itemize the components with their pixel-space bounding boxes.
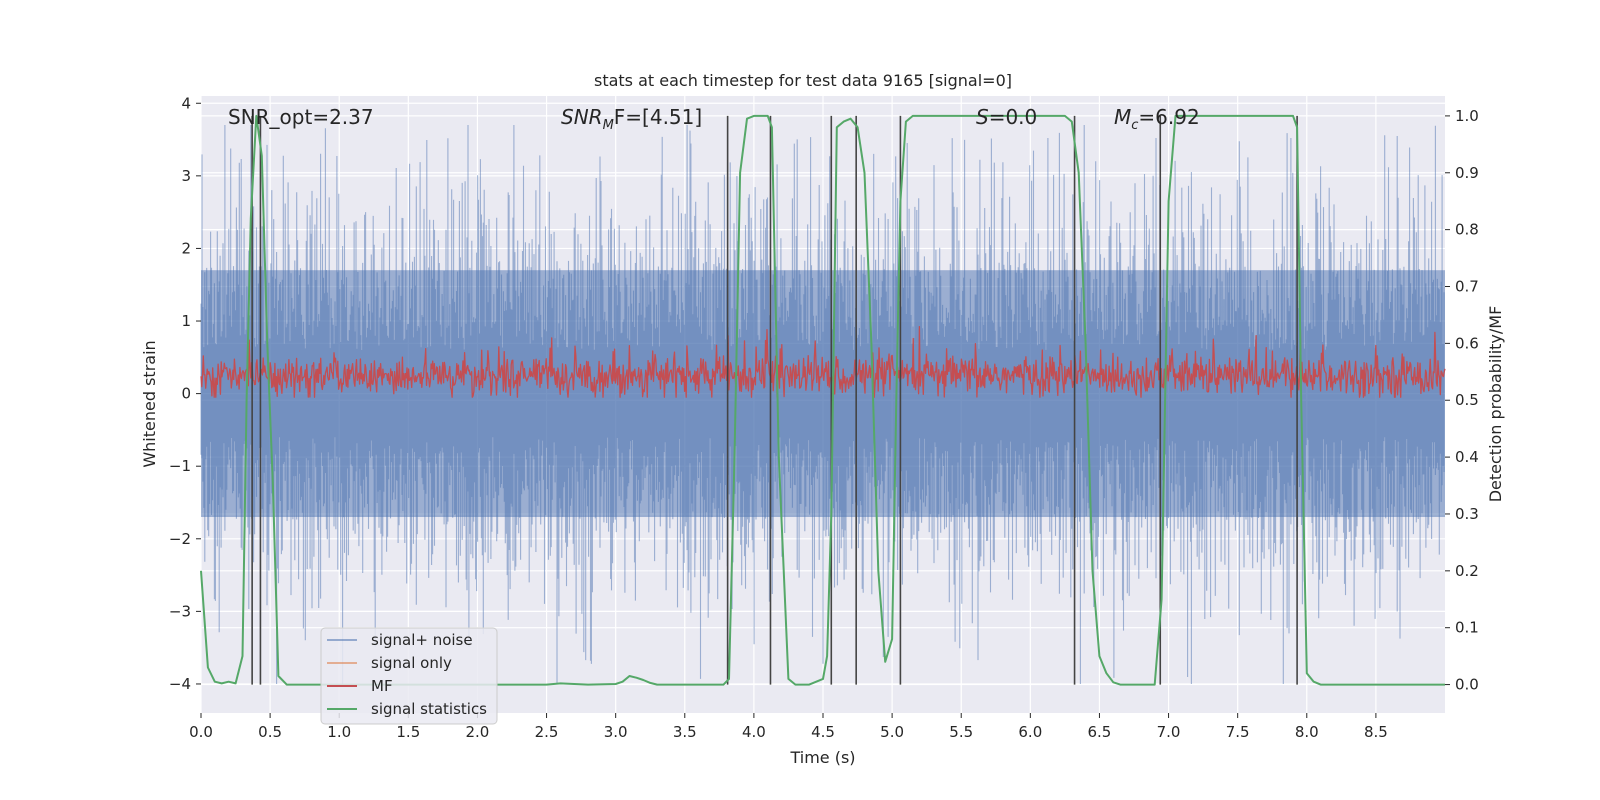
y-left-tick-label: −1 bbox=[169, 457, 191, 475]
y-right-tick-label: 0.6 bbox=[1455, 334, 1479, 352]
chart-title: stats at each timestep for test data 916… bbox=[594, 71, 1012, 90]
legend-label-mf: MF bbox=[371, 677, 393, 695]
annotation-mc: Mc=6.92 bbox=[1114, 105, 1200, 133]
y-left-tick-label: 1 bbox=[181, 312, 191, 330]
x-tick-label: 2.0 bbox=[466, 723, 490, 741]
y-left-tick-label: −4 bbox=[169, 675, 191, 693]
annotation-s-rest: =0.0 bbox=[989, 105, 1038, 129]
x-tick-label: 5.0 bbox=[880, 723, 904, 741]
y-right-tick-label: 0.1 bbox=[1455, 619, 1479, 637]
x-tick-label: 2.5 bbox=[535, 723, 559, 741]
y-right-axis-ticks: 0.0 0.1 0.2 0.3 0.4 0.5 0.6 0.7 0.8 0.9 1.0 bbox=[1445, 107, 1479, 694]
x-tick-label: 0.5 bbox=[258, 723, 282, 741]
y-axis-right-label: Detection probability/MF bbox=[1486, 306, 1505, 503]
legend-label-signal-noise: signal+ noise bbox=[371, 631, 473, 649]
x-tick-label: 4.0 bbox=[742, 723, 766, 741]
x-tick-label: 1.5 bbox=[396, 723, 420, 741]
x-tick-label: 6.5 bbox=[1088, 723, 1112, 741]
y-right-tick-label: 0.4 bbox=[1455, 448, 1479, 466]
x-axis-ticks: 0.0 0.5 1.0 1.5 2.0 2.5 3.0 3.5 4.0 4.5 5.0 5.5 6.0 6… bbox=[189, 713, 1388, 741]
annotation-mc-sub: c bbox=[1131, 118, 1138, 133]
y-right-tick-label: 0.3 bbox=[1455, 505, 1479, 523]
mf-line bbox=[200, 325, 1446, 398]
y-right-tick-label: 0.7 bbox=[1455, 278, 1479, 296]
y-right-tick-label: 0.0 bbox=[1455, 676, 1479, 694]
signal-statistics-series bbox=[200, 114, 1445, 686]
x-tick-label: 4.5 bbox=[811, 723, 835, 741]
y-left-tick-label: −2 bbox=[169, 530, 191, 548]
annotation-s-main: S bbox=[976, 105, 989, 129]
annotation-snr-mf: SNRMF=[4.51] bbox=[561, 105, 702, 133]
legend-box bbox=[320, 627, 498, 725]
y-right-tick-label: 1.0 bbox=[1455, 107, 1479, 125]
signal-statistics-line bbox=[200, 114, 1445, 686]
annotation-snr-opt: SNR_opt=2.37 bbox=[228, 105, 374, 129]
signal-noise-series bbox=[200, 125, 1445, 684]
y-right-tick-label: 0.2 bbox=[1455, 562, 1479, 580]
annotation-snr-mf-main: SNR bbox=[561, 105, 603, 129]
x-tick-label: 1.0 bbox=[327, 723, 351, 741]
annotation-snr-mf-sub: M bbox=[603, 118, 614, 133]
x-tick-label: 7.5 bbox=[1226, 723, 1250, 741]
y-left-axis-ticks: −4 −3 −2 −1 0 1 2 3 4 bbox=[169, 94, 201, 693]
y-right-tick-label: 0.9 bbox=[1455, 164, 1479, 182]
y-right-tick-label: 0.5 bbox=[1455, 391, 1479, 409]
detection-markers bbox=[251, 115, 1298, 685]
x-tick-label: 6.0 bbox=[1018, 723, 1042, 741]
y-left-tick-label: 4 bbox=[181, 94, 191, 112]
legend-label-signal-statistics: signal statistics bbox=[371, 700, 487, 718]
x-tick-label: 3.5 bbox=[673, 723, 697, 741]
mf-series bbox=[200, 325, 1446, 398]
x-tick-label: 0.0 bbox=[189, 723, 213, 741]
annotation-mc-rest: =6.92 bbox=[1138, 105, 1199, 129]
x-tick-label: 5.5 bbox=[949, 723, 973, 741]
y-left-tick-label: −3 bbox=[169, 602, 191, 620]
y-axis-left-label: Whitened strain bbox=[140, 340, 159, 467]
annotation-snr-mf-rest: F=[4.51] bbox=[614, 105, 702, 129]
y-left-tick-label: 3 bbox=[181, 167, 191, 185]
annotation-mc-main: M bbox=[1114, 105, 1131, 129]
legend-label-signal-only: signal only bbox=[371, 654, 452, 672]
x-tick-label: 7.0 bbox=[1157, 723, 1181, 741]
y-left-tick-label: 2 bbox=[181, 239, 191, 257]
legend: signal+ noise signal only MF signal stat… bbox=[320, 627, 498, 725]
y-left-tick-label: 0 bbox=[181, 385, 191, 403]
annotation-s: S=0.0 bbox=[976, 105, 1037, 129]
x-tick-label: 8.0 bbox=[1295, 723, 1319, 741]
x-tick-label: 8.5 bbox=[1364, 723, 1388, 741]
x-tick-label: 3.0 bbox=[604, 723, 628, 741]
y-right-tick-label: 0.8 bbox=[1455, 221, 1479, 239]
x-axis-label: Time (s) bbox=[789, 748, 855, 767]
